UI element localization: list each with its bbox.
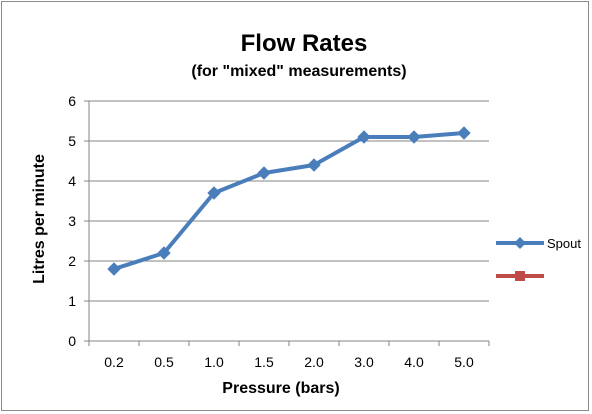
legend-marker — [514, 237, 526, 249]
axes: 0 1 2 3 4 5 6 0.2 0.5 1.0 1.5 2.0 3.0 4.0 5.0 — [68, 93, 490, 370]
data-point-marker — [307, 158, 321, 172]
y-tick-label: 0 — [68, 333, 76, 349]
chart-title: Flow Rates — [241, 30, 368, 57]
data-point-marker — [457, 126, 471, 140]
data-point-marker — [207, 186, 221, 200]
y-tick-label: 1 — [68, 293, 76, 309]
y-tick-label: 6 — [68, 93, 76, 109]
data-point-marker — [107, 262, 121, 276]
x-axis-title: Pressure (bars) — [222, 380, 339, 397]
x-tick-label: 2.0 — [304, 354, 324, 370]
gridlines — [89, 100, 489, 302]
data-point-marker — [357, 130, 371, 144]
legend-marker — [515, 271, 525, 281]
chart-subtitle: (for "mixed" measurements) — [191, 63, 406, 80]
y-tick-label: 2 — [68, 253, 76, 269]
x-tick-label: 5.0 — [454, 354, 474, 370]
x-tick-label: 1.0 — [204, 354, 224, 370]
series-layer — [107, 126, 471, 276]
y-tick-label: 3 — [68, 213, 76, 229]
series-line — [112, 131, 466, 271]
x-tick-label: 0.5 — [154, 354, 174, 370]
y-tick-label: 4 — [68, 173, 76, 189]
legend: Spout — [496, 236, 581, 281]
x-tick-label: 4.0 — [404, 354, 424, 370]
data-point-marker — [407, 130, 421, 144]
data-point-marker — [157, 246, 171, 260]
data-point-marker — [257, 166, 271, 180]
y-axis-title: Litres per minute — [31, 154, 48, 284]
x-tick-label: 1.5 — [254, 354, 274, 370]
y-tick-label: 5 — [68, 133, 76, 149]
x-tick-label: 3.0 — [354, 354, 374, 370]
x-tick-label: 0.2 — [104, 354, 124, 370]
legend-label: Spout — [547, 236, 581, 251]
